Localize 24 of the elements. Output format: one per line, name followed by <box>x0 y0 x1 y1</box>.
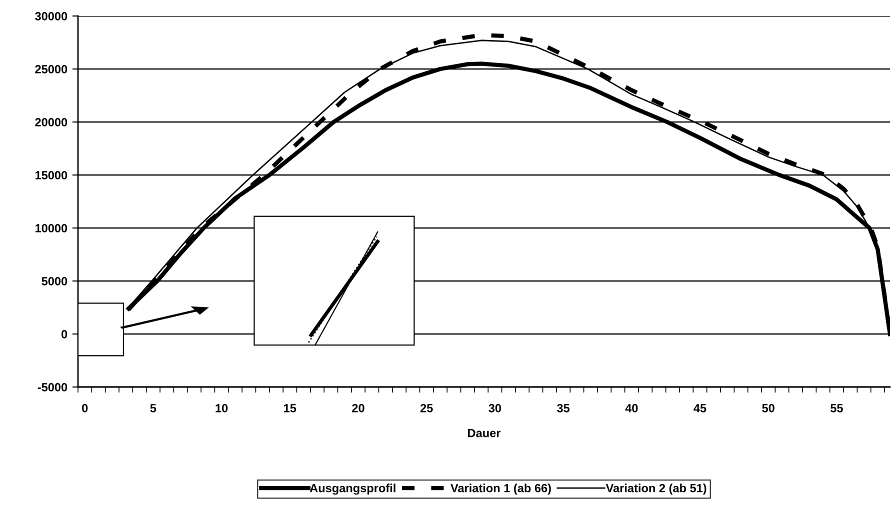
x-tick-label: 10 <box>216 404 228 412</box>
x-tick-label: 20 <box>352 404 364 412</box>
y-tick-label: 25000 <box>35 65 68 74</box>
y-tick-label: 30000 <box>35 12 68 20</box>
legend-label: Variation 1 (ab 66) <box>450 484 551 495</box>
y-tick-label: 5000 <box>42 277 68 286</box>
x-tick-label: 0 <box>82 404 88 412</box>
legend-label: Ausgangsprofil <box>310 484 396 495</box>
x-axis-title: Dauer <box>468 428 501 438</box>
y-tick-label: 20000 <box>35 118 68 126</box>
y-tick-label: 15000 <box>36 171 68 180</box>
y-tick-label: 0 <box>61 330 68 338</box>
x-tick-label: 25 <box>420 404 433 412</box>
legend-label: Variation 2 (ab 51) <box>606 484 706 495</box>
x-tick-label: 35 <box>556 404 570 412</box>
y-tick-label: -5000 <box>38 383 68 392</box>
x-tick-label: 5 <box>150 404 156 412</box>
x-tick-label: 30 <box>488 404 502 412</box>
x-tick-label: 50 <box>762 404 774 412</box>
x-tick-label: 55 <box>830 404 843 412</box>
x-tick-label: 15 <box>284 404 296 412</box>
x-tick-label: 45 <box>694 404 706 412</box>
x-tick-label: 40 <box>625 404 638 412</box>
y-tick-label: 10000 <box>36 224 68 232</box>
